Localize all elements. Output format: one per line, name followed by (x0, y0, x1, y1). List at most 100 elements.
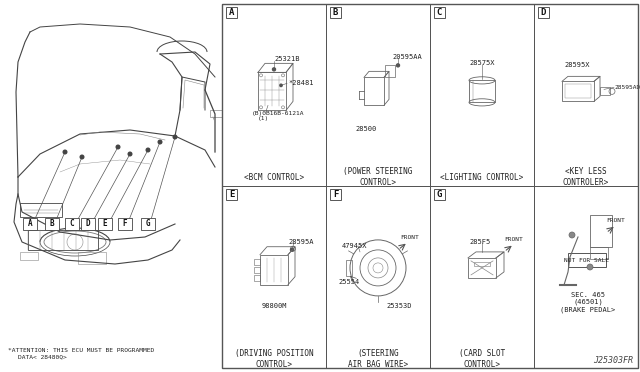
Circle shape (158, 140, 162, 144)
Bar (430, 186, 534, 368)
Text: C: C (70, 219, 74, 228)
Circle shape (116, 145, 120, 149)
Text: SEC. 465: SEC. 465 (571, 292, 605, 298)
Bar (590, 247, 608, 259)
Bar (385, 65, 395, 77)
Text: C: C (437, 8, 442, 17)
Bar (20, 203, 62, 217)
Bar (538, 7, 549, 18)
Text: G: G (146, 219, 150, 228)
Text: 47945X: 47945X (342, 243, 367, 249)
Text: D: D (541, 8, 546, 17)
Text: 28575X: 28575X (469, 60, 495, 66)
Text: <LIGHTING CONTROL>: <LIGHTING CONTROL> (440, 173, 524, 182)
Text: 25353D: 25353D (386, 303, 412, 309)
Circle shape (273, 68, 275, 71)
Bar (326, 186, 430, 368)
Text: B: B (50, 219, 54, 228)
Text: F: F (333, 190, 338, 199)
Bar (45, 218, 59, 230)
Bar (434, 189, 445, 200)
Text: G: G (437, 190, 442, 199)
Text: 98800M: 98800M (261, 303, 287, 309)
Bar (254, 275, 260, 281)
Circle shape (80, 155, 84, 159)
Text: FRONT: FRONT (606, 218, 625, 224)
Text: (DRIVING POSITION
CONTROL>: (DRIVING POSITION CONTROL> (235, 349, 314, 369)
Text: 28595A: 28595A (288, 239, 314, 245)
Bar (469, 80, 495, 102)
Bar (28, 230, 98, 250)
Bar (565, 84, 591, 98)
Bar (78, 252, 106, 264)
Text: *ATTENTION: THIS ECU MUST BE PROGRAMMED: *ATTENTION: THIS ECU MUST BE PROGRAMMED (8, 347, 154, 353)
Circle shape (587, 264, 593, 270)
Bar (434, 7, 445, 18)
Text: E: E (229, 190, 234, 199)
Text: 25554: 25554 (338, 279, 359, 285)
Text: 25321B: 25321B (274, 57, 300, 62)
Text: D: D (86, 219, 90, 228)
Bar (254, 267, 260, 273)
Bar (258, 73, 286, 110)
Circle shape (128, 152, 132, 156)
Text: 28500: 28500 (355, 126, 376, 132)
Text: (1): (1) (258, 116, 269, 121)
Circle shape (63, 150, 67, 154)
Bar (98, 218, 112, 230)
Circle shape (397, 64, 399, 67)
Bar (534, 4, 638, 186)
Text: 28595X: 28595X (564, 62, 589, 68)
Circle shape (291, 248, 294, 251)
Bar (23, 218, 37, 230)
Text: 285F5: 285F5 (469, 239, 491, 245)
Bar (474, 262, 490, 266)
Text: FRONT: FRONT (504, 237, 523, 243)
Bar (226, 7, 237, 18)
Text: FRONT: FRONT (400, 235, 419, 240)
Text: (B)0B16B-6121A: (B)0B16B-6121A (252, 111, 305, 116)
Text: NOT FOR SALE: NOT FOR SALE (564, 257, 609, 263)
Bar (346, 260, 352, 276)
Text: 28595AD: 28595AD (614, 85, 640, 90)
Text: (STEERING
AIR BAG WIRE>: (STEERING AIR BAG WIRE> (348, 349, 408, 369)
Bar (568, 253, 606, 267)
Circle shape (173, 135, 177, 139)
Text: (BRAKE PEDAL>: (BRAKE PEDAL> (561, 307, 616, 313)
Bar (562, 81, 594, 101)
Bar (330, 189, 341, 200)
Bar (141, 218, 155, 230)
Bar (222, 186, 326, 368)
Bar (20, 252, 38, 260)
Circle shape (146, 148, 150, 152)
Text: (46501): (46501) (573, 299, 603, 305)
Bar (330, 7, 341, 18)
Bar (430, 4, 534, 186)
Bar (590, 215, 612, 247)
Text: F: F (123, 219, 127, 228)
Bar (364, 77, 384, 105)
Text: (POWER STEERING
CONTROL>: (POWER STEERING CONTROL> (343, 167, 413, 187)
Circle shape (280, 84, 282, 87)
Bar (222, 4, 326, 186)
Bar (600, 87, 610, 95)
Bar (254, 259, 260, 265)
Bar (226, 189, 237, 200)
Text: <KEY LESS
CONTROLER>: <KEY LESS CONTROLER> (563, 167, 609, 187)
Text: DATA< 28480Q>: DATA< 28480Q> (18, 355, 67, 359)
Bar (118, 218, 132, 230)
Text: (CARD SLOT
CONTROL>: (CARD SLOT CONTROL> (459, 349, 505, 369)
Bar (326, 4, 430, 186)
Bar (260, 255, 288, 285)
Bar (210, 110, 222, 117)
Text: J25303FR: J25303FR (593, 356, 633, 365)
Bar (534, 186, 638, 368)
Bar (222, 4, 638, 368)
Text: 20595AA: 20595AA (392, 54, 422, 60)
Text: E: E (102, 219, 108, 228)
Circle shape (569, 232, 575, 238)
Text: B: B (333, 8, 338, 17)
Text: A: A (28, 219, 32, 228)
Bar (81, 218, 95, 230)
Text: <BCM CONTROL>: <BCM CONTROL> (244, 173, 304, 182)
